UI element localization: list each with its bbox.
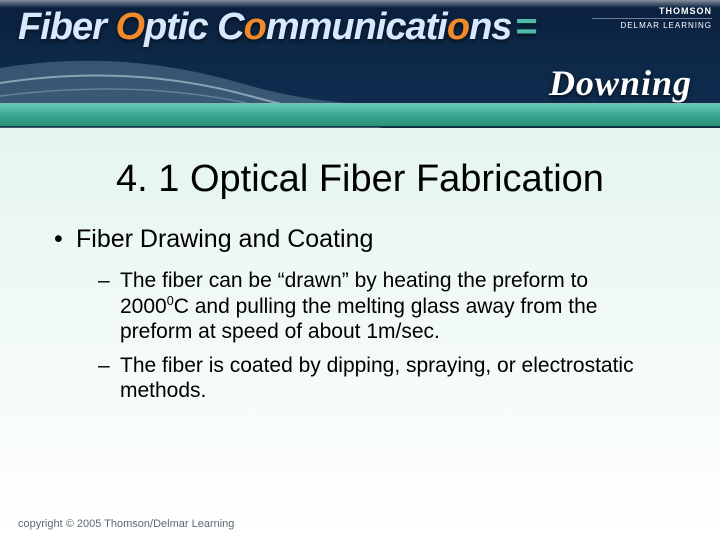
book-title: Fiber Optic Communications= (18, 6, 541, 49)
bullet-level2: The fiber is coated by dipping, spraying… (120, 353, 662, 404)
brand-top-label: THOMSON (592, 6, 712, 16)
green-ribbon (0, 103, 720, 127)
title-accent-o: O (115, 6, 144, 48)
superscript: 0 (167, 294, 174, 308)
title-part: ptic C (144, 6, 244, 48)
title-separator-icon: = (515, 6, 536, 48)
copyright-footer: copyright © 2005 Thomson/Delmar Learning (18, 518, 234, 530)
bullet-l2-suffix: C and pulling the melting glass away fro… (120, 295, 597, 344)
slide-heading: 4. 1 Optical Fiber Fabrication (48, 158, 672, 201)
slide-header: Fiber Optic Communications= THOMSON DELM… (0, 0, 720, 128)
slide-content: 4. 1 Optical Fiber Fabrication Fiber Dra… (0, 128, 720, 404)
publisher-brand: THOMSON DELMAR LEARNING (592, 6, 712, 30)
brand-sub-label: DELMAR LEARNING (592, 21, 712, 30)
bullet-level1: Fiber Drawing and Coating (76, 225, 672, 254)
title-part: mmunicati (266, 6, 447, 48)
author-subtitle: Downing (549, 62, 692, 104)
title-part: ns (469, 6, 511, 48)
bullet-l2-prefix: The fiber is coated by dipping, spraying… (120, 354, 634, 403)
brand-divider (592, 18, 712, 19)
title-accent-o: o (244, 6, 266, 48)
bullet-l1-text: Fiber Drawing and Coating (76, 225, 373, 253)
bullet-level2: The fiber can be “drawn” by heating the … (120, 268, 662, 345)
title-part: Fiber (18, 6, 115, 48)
title-accent-o: o (447, 6, 469, 48)
